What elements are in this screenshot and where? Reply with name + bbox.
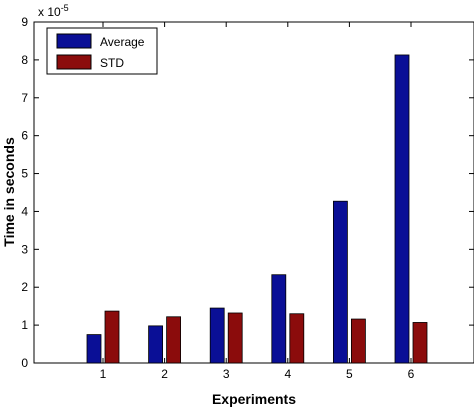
x-tick-label: 4 — [284, 367, 291, 381]
y-tick-label: 9 — [21, 15, 28, 29]
bar-std-6 — [412, 322, 428, 364]
y-scale-label: x 10-5 — [38, 3, 69, 19]
y-scale-base: x 10 — [38, 5, 61, 19]
y-axis: 0 1 2 3 4 5 6 7 8 9 — [21, 15, 474, 370]
x-tick-label: 2 — [161, 367, 168, 381]
bar-std-4 — [289, 313, 305, 364]
x-axis: 1 2 3 4 5 6 — [100, 22, 415, 381]
bars — [86, 54, 428, 364]
bar-average-6 — [394, 54, 410, 364]
y-tick-label: 1 — [21, 318, 28, 332]
legend-swatch-std — [56, 54, 92, 70]
y-tick-label: 3 — [21, 242, 28, 256]
legend-label-std: STD — [100, 56, 124, 70]
y-tick-label: 7 — [21, 91, 28, 105]
x-axis-title: Experiments — [212, 391, 296, 407]
legend: Average STD — [46, 27, 158, 75]
bar-std-3 — [227, 312, 243, 364]
bar-std-2 — [166, 316, 182, 364]
x-tick-label: 6 — [408, 367, 415, 381]
bar-average-2 — [148, 325, 164, 364]
legend-label-average: Average — [100, 35, 145, 49]
y-tick-label: 0 — [21, 356, 28, 370]
bar-average-4 — [271, 274, 287, 364]
legend-swatch-average — [56, 33, 92, 49]
bar-std-1 — [104, 310, 120, 364]
bar-average-5 — [332, 200, 348, 364]
y-tick-label: 8 — [21, 53, 28, 67]
x-tick-label: 5 — [346, 367, 353, 381]
y-tick-label: 4 — [21, 204, 28, 218]
x-tick-label: 1 — [100, 367, 107, 381]
y-tick-label: 2 — [21, 280, 28, 294]
y-scale-exponent: -5 — [61, 3, 69, 13]
bar-average-3 — [209, 307, 225, 364]
y-tick-label: 6 — [21, 129, 28, 143]
y-tick-label: 5 — [21, 167, 28, 181]
x-tick-label: 3 — [223, 367, 230, 381]
bar-std-5 — [350, 318, 366, 364]
y-axis-title: Time in seconds — [1, 137, 17, 247]
bar-average-1 — [86, 334, 102, 364]
